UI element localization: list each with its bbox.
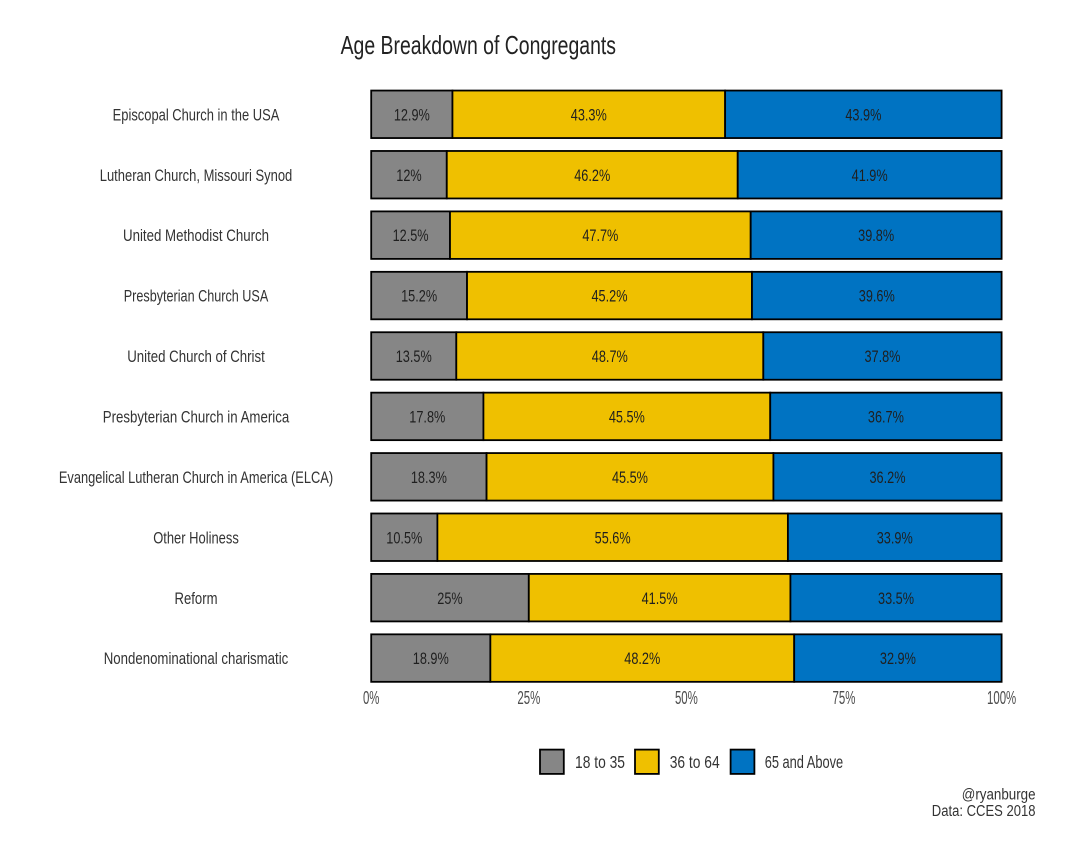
svg-text:12%: 12% xyxy=(396,166,421,185)
svg-text:45.2%: 45.2% xyxy=(591,287,627,306)
svg-text:47.7%: 47.7% xyxy=(582,226,618,245)
svg-text:0%: 0% xyxy=(363,688,380,708)
svg-text:45.5%: 45.5% xyxy=(612,468,648,487)
svg-text:13.5%: 13.5% xyxy=(396,347,432,366)
svg-text:Lutheran Church, Missouri Syno: Lutheran Church, Missouri Synod xyxy=(100,166,293,185)
svg-text:Presbyterian Church USA: Presbyterian Church USA xyxy=(124,287,269,306)
svg-text:39.8%: 39.8% xyxy=(858,226,894,245)
svg-text:Age Breakdown of Congregants: Age Breakdown of Congregants xyxy=(341,30,616,60)
svg-text:100%: 100% xyxy=(987,688,1016,708)
svg-text:Other Holiness: Other Holiness xyxy=(153,528,239,547)
svg-text:41.9%: 41.9% xyxy=(852,166,888,185)
svg-text:39.6%: 39.6% xyxy=(859,287,895,306)
svg-text:18 to 35: 18 to 35 xyxy=(575,752,625,772)
svg-text:46.2%: 46.2% xyxy=(574,166,610,185)
svg-text:33.9%: 33.9% xyxy=(877,528,913,547)
svg-text:33.5%: 33.5% xyxy=(878,589,914,608)
svg-text:18.3%: 18.3% xyxy=(411,468,447,487)
svg-text:@ryanburge: @ryanburge xyxy=(962,786,1036,803)
svg-text:55.6%: 55.6% xyxy=(595,528,631,547)
svg-text:48.7%: 48.7% xyxy=(592,347,628,366)
svg-text:Presbyterian Church in America: Presbyterian Church in America xyxy=(103,408,290,427)
svg-text:36.2%: 36.2% xyxy=(870,468,906,487)
svg-text:43.9%: 43.9% xyxy=(845,105,881,124)
svg-text:36.7%: 36.7% xyxy=(868,408,904,427)
svg-text:15.2%: 15.2% xyxy=(401,287,437,306)
svg-text:36 to 64: 36 to 64 xyxy=(670,752,720,772)
svg-text:17.8%: 17.8% xyxy=(409,408,445,427)
svg-text:48.2%: 48.2% xyxy=(624,649,660,668)
svg-text:37.8%: 37.8% xyxy=(864,347,900,366)
svg-text:United Methodist Church: United Methodist Church xyxy=(123,226,269,245)
svg-text:12.9%: 12.9% xyxy=(394,105,430,124)
svg-text:65 and Above: 65 and Above xyxy=(765,752,844,772)
svg-text:18.9%: 18.9% xyxy=(413,649,449,668)
svg-text:12.5%: 12.5% xyxy=(393,226,429,245)
svg-text:10.5%: 10.5% xyxy=(386,528,422,547)
svg-text:41.5%: 41.5% xyxy=(642,589,678,608)
svg-text:75%: 75% xyxy=(833,688,856,708)
svg-text:Reform: Reform xyxy=(175,589,218,608)
svg-text:32.9%: 32.9% xyxy=(880,649,916,668)
svg-text:Nondenominational charismatic: Nondenominational charismatic xyxy=(104,649,289,668)
svg-text:45.5%: 45.5% xyxy=(609,408,645,427)
svg-text:50%: 50% xyxy=(675,688,698,708)
svg-text:United Church of Christ: United Church of Christ xyxy=(127,347,265,366)
svg-text:Evangelical Lutheran Church in: Evangelical Lutheran Church in America (… xyxy=(59,468,333,487)
svg-text:25%: 25% xyxy=(437,589,462,608)
svg-text:43.3%: 43.3% xyxy=(571,105,607,124)
svg-text:Episcopal Church in the USA: Episcopal Church in the USA xyxy=(113,105,280,124)
svg-text:Data: CCES 2018: Data: CCES 2018 xyxy=(932,803,1036,820)
svg-text:25%: 25% xyxy=(517,688,540,708)
